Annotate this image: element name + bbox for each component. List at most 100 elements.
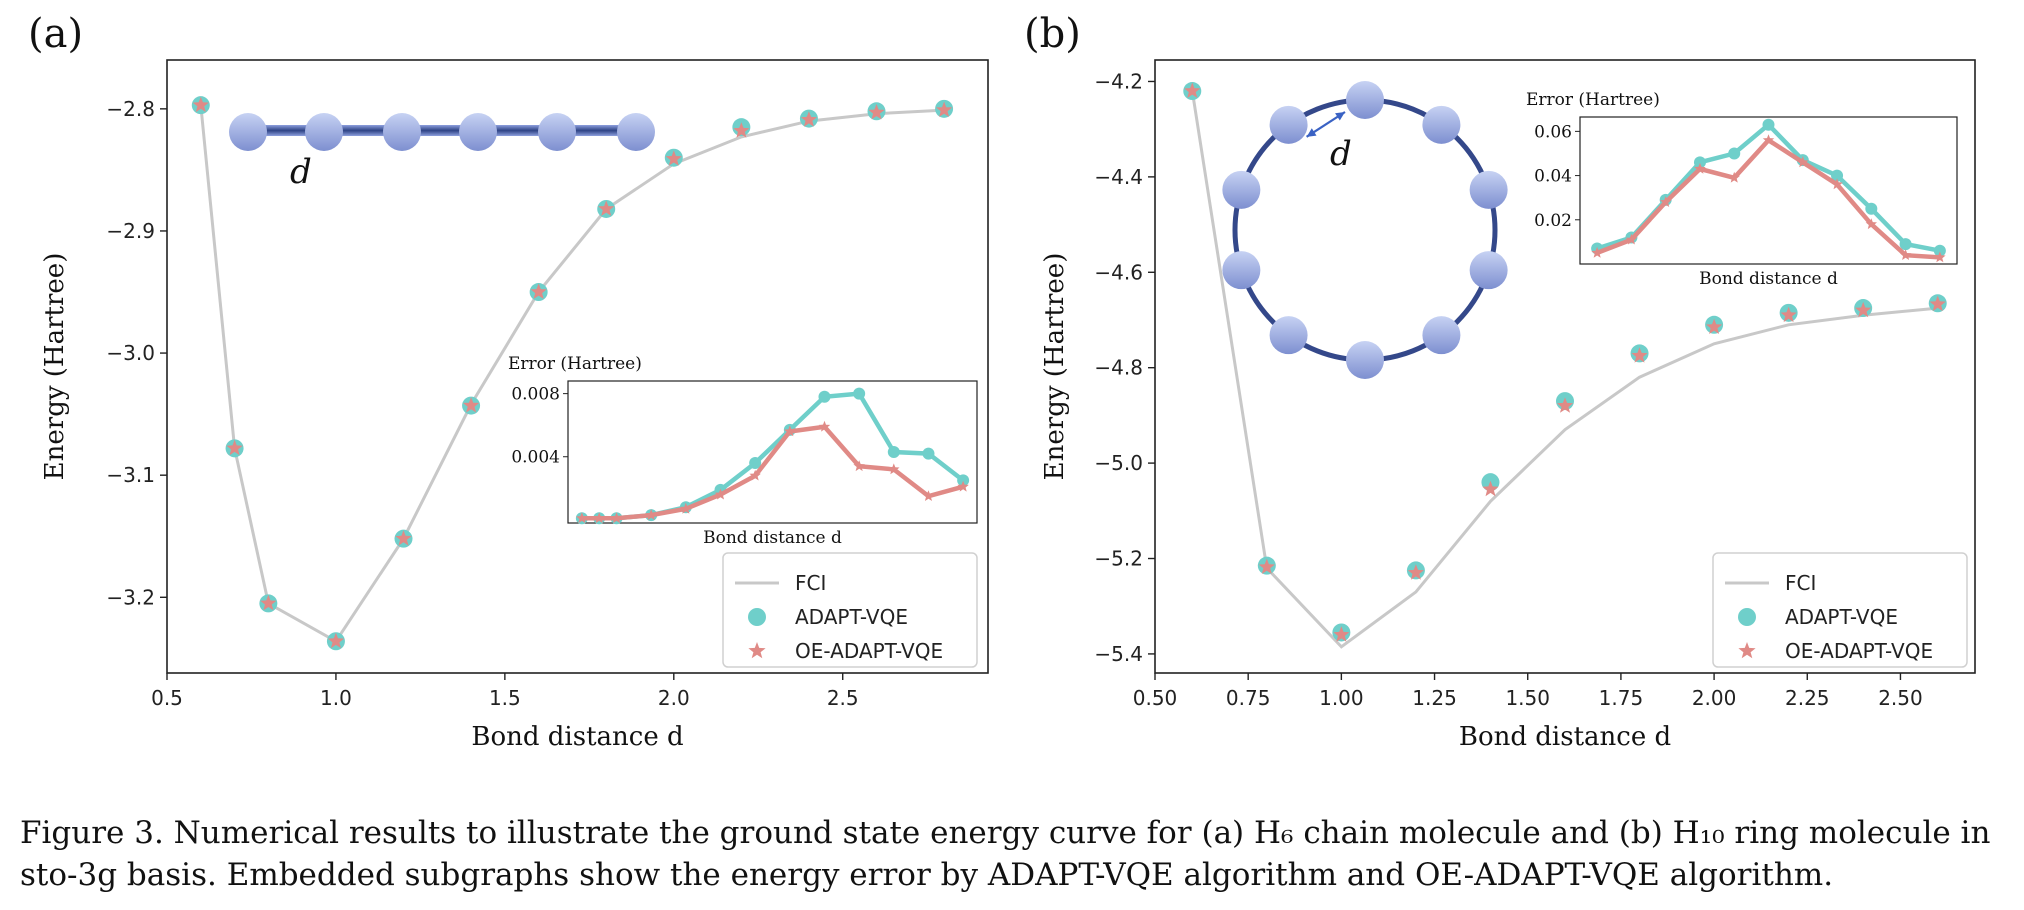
inset-x-axis-label: Bond distance d xyxy=(1699,269,1838,289)
data-point-oe-adapt-vqe xyxy=(1407,564,1424,580)
y-axis-label: Energy (Hartree) xyxy=(40,253,70,481)
x-tick-label: 2.00 xyxy=(1692,686,1737,710)
bond-distance-label: d xyxy=(1330,134,1352,174)
inset-point-oe-adapt-vqe xyxy=(1591,246,1603,258)
x-axis-label: Bond distance d xyxy=(1459,722,1671,752)
y-tick-label: −5.2 xyxy=(1094,547,1143,571)
legend-entry: OE-ADAPT-VQE xyxy=(795,639,943,663)
inset-error-plot: 0.02 0.04 0.06 Error (Hartree) Bond distance… xyxy=(1526,90,1958,289)
inset-point-adapt-vqe xyxy=(1865,202,1878,215)
x-tick-label: 1.25 xyxy=(1412,686,1457,710)
inset-point-oe-adapt-vqe xyxy=(576,512,588,524)
inset-point-oe-adapt-vqe xyxy=(922,490,935,501)
molecular-ring-bond xyxy=(1232,97,1498,363)
data-point-oe-adapt-vqe xyxy=(327,632,344,649)
panel-b: (b) 0.50 0.75 1.00 1.25 1.50 1.75 2.00 2.25 2.50 −… xyxy=(1024,11,1976,752)
data-point-oe-adapt-vqe xyxy=(936,101,953,117)
inset-point-adapt-vqe xyxy=(1899,238,1912,251)
y-tick-label: −2.9 xyxy=(106,219,155,243)
legend-swatch-oe-adapt-vqe xyxy=(748,642,766,659)
data-point-oe-adapt-vqe xyxy=(733,122,750,138)
inset-point-adapt-vqe xyxy=(922,447,935,460)
y-tick-label: −3.1 xyxy=(106,463,155,487)
arrow-head-icon xyxy=(1306,128,1317,137)
inset-y-tick-label: 0.06 xyxy=(1534,122,1572,142)
y-tick-label: −3.2 xyxy=(106,585,155,609)
x-tick-label: 1.75 xyxy=(1599,686,1644,710)
data-point-oe-adapt-vqe xyxy=(1333,626,1350,642)
hydrogen-atom-icon xyxy=(1469,170,1508,209)
plot-area xyxy=(1154,59,1976,674)
inset-point-oe-adapt-vqe xyxy=(818,420,831,432)
data-point-oe-adapt-vqe xyxy=(260,594,277,611)
inset-point-oe-adapt-vqe xyxy=(1625,233,1638,245)
hydrogen-atom-icon xyxy=(1269,105,1308,144)
inset-point-adapt-vqe xyxy=(957,474,970,487)
inset-point-oe-adapt-vqe xyxy=(853,460,865,472)
inset-point-oe-adapt-vqe xyxy=(714,488,727,500)
inset-point-adapt-vqe xyxy=(818,390,831,403)
inset-y-axis-label: Error (Hartree) xyxy=(1526,90,1660,110)
inset-point-adapt-vqe xyxy=(853,387,866,400)
inset-point-oe-adapt-vqe xyxy=(957,480,969,492)
legend-box xyxy=(722,552,978,668)
inset-point-oe-adapt-vqe xyxy=(593,512,605,524)
inset-point-oe-adapt-vqe xyxy=(1660,196,1672,207)
inset-point-oe-adapt-vqe xyxy=(1797,156,1809,168)
inset-y-tick-label: 0.02 xyxy=(1534,211,1572,231)
data-point-oe-adapt-vqe xyxy=(1706,318,1723,334)
y-tick-label: −5.0 xyxy=(1094,451,1143,475)
legend-entry: ADAPT-VQE xyxy=(1785,605,1898,629)
data-point-oe-adapt-vqe xyxy=(1258,558,1275,574)
hydrogen-atom-icon xyxy=(1469,251,1508,290)
hydrogen-atom-icon xyxy=(1346,81,1384,119)
y-tick-label: −3.0 xyxy=(106,341,155,365)
inset-point-adapt-vqe xyxy=(1831,169,1844,182)
inset-y-tick-label: 0.008 xyxy=(511,385,560,405)
hydrogen-atom-icon xyxy=(1222,170,1261,209)
legend: FCI ADAPT-VQE OE-ADAPT-VQE xyxy=(722,552,978,668)
y-tick-label: −2.8 xyxy=(106,97,155,121)
y-tick-label: −4.2 xyxy=(1094,69,1143,93)
hydrogen-atom-icon xyxy=(1269,316,1308,355)
legend-swatch-oe-adapt-vqe xyxy=(1738,642,1756,659)
inset-point-oe-adapt-vqe xyxy=(1934,251,1946,263)
inset-point-oe-adapt-vqe xyxy=(749,469,761,481)
inset-point-oe-adapt-vqe xyxy=(1694,162,1706,174)
panel-a: (a) 0.5 1.0 1.5 2.0 2.5 −2.8 −2.9 −3.0 −3.1 −3.2 Bo… xyxy=(28,11,989,752)
legend-swatch-adapt-vqe xyxy=(1738,608,1756,626)
data-point-oe-adapt-vqe xyxy=(665,150,682,166)
inset-point-adapt-vqe xyxy=(887,446,900,458)
inset-point-oe-adapt-vqe xyxy=(784,425,796,437)
inset-x-axis-label: Bond distance d xyxy=(703,528,842,548)
legend-box xyxy=(1712,552,1968,668)
legend-entry: FCI xyxy=(795,571,826,595)
inset-point-adapt-vqe xyxy=(1693,156,1706,169)
inset-point-oe-adapt-vqe xyxy=(1762,134,1775,146)
hydrogen-atom-icon xyxy=(459,113,497,151)
data-point-oe-adapt-vqe xyxy=(1184,82,1201,98)
x-tick-label: 2.25 xyxy=(1785,686,1830,710)
molecular-bond xyxy=(240,125,640,136)
y-tick-label: −4.4 xyxy=(1094,165,1143,189)
x-tick-label: 2.0 xyxy=(658,686,690,710)
data-point-oe-adapt-vqe xyxy=(1631,347,1648,363)
caption-line-1: Figure 3. Numerical results to illustrat… xyxy=(20,815,1991,851)
data-point-oe-adapt-vqe xyxy=(800,111,817,127)
data-point-oe-adapt-vqe xyxy=(395,530,412,546)
inset-point-oe-adapt-vqe xyxy=(610,512,623,524)
legend-swatch-adapt-vqe xyxy=(748,608,766,626)
y-tick-label: −5.4 xyxy=(1094,642,1143,666)
y-tick-label: −4.8 xyxy=(1094,356,1143,380)
hydrogen-atom-icon xyxy=(1222,251,1261,290)
hydrogen-atom-icon xyxy=(305,113,343,151)
y-tick-label: −4.6 xyxy=(1094,260,1143,284)
x-tick-label: 1.5 xyxy=(489,686,521,710)
hydrogen-atom-icon xyxy=(229,113,267,151)
x-tick-label: 1.50 xyxy=(1505,686,1550,710)
data-point-oe-adapt-vqe xyxy=(1780,306,1797,323)
inset-error-plot: 0.004 0.008 Error (Hartree) Bond distance d xyxy=(508,354,978,548)
hydrogen-atom-icon xyxy=(617,113,655,151)
inset-point-adapt-vqe xyxy=(1933,244,1946,257)
series-line-fci xyxy=(1190,90,1938,649)
